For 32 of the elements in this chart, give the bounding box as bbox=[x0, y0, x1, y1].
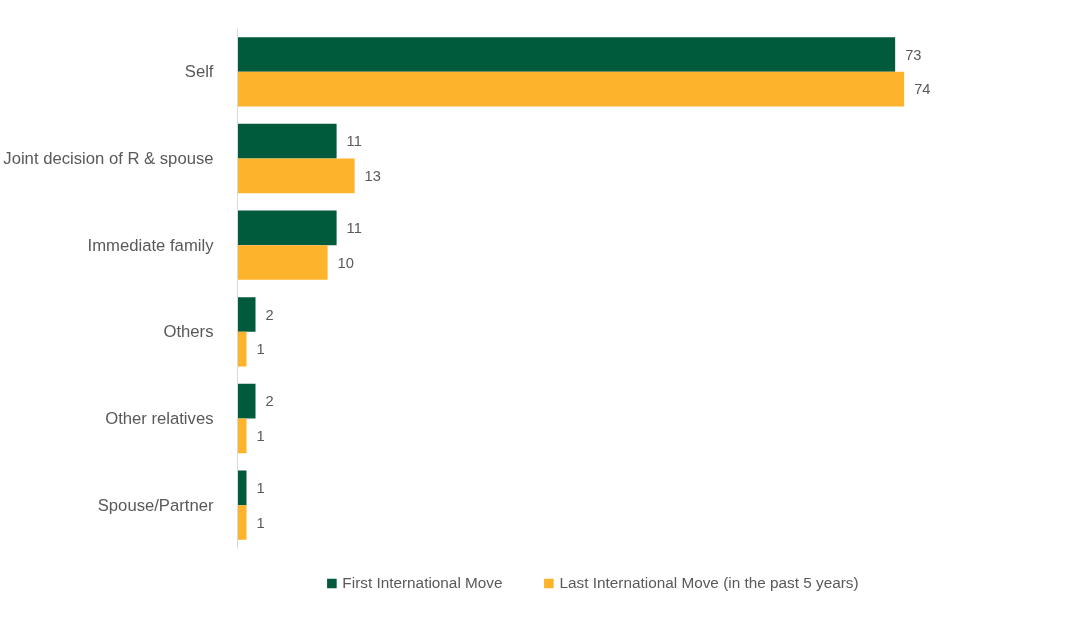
legend-label: Last International Move (in the past 5 years) bbox=[559, 573, 859, 592]
data-label: 10 bbox=[337, 254, 354, 271]
y-tick-label: Others bbox=[163, 322, 214, 342]
data-label: 73 bbox=[905, 46, 922, 63]
bar bbox=[237, 37, 896, 72]
y-tick-label: Self bbox=[184, 62, 214, 82]
bar bbox=[237, 418, 247, 454]
data-label: 2 bbox=[265, 393, 274, 410]
data-label: 13 bbox=[364, 167, 381, 184]
bar bbox=[237, 505, 247, 540]
data-label: 74 bbox=[914, 81, 931, 98]
bar bbox=[237, 383, 256, 419]
data-label: 11 bbox=[346, 133, 362, 150]
data-label: 1 bbox=[256, 341, 265, 358]
data-label: 1 bbox=[256, 479, 265, 496]
legend-label: First International Move bbox=[342, 573, 503, 592]
bar bbox=[237, 245, 328, 280]
y-tick-label: Other relatives bbox=[105, 409, 214, 428]
bar bbox=[237, 297, 256, 332]
data-label: 1 bbox=[256, 514, 265, 531]
data-label: 11 bbox=[346, 219, 362, 236]
bar bbox=[237, 158, 355, 194]
data-label: 1 bbox=[256, 427, 265, 444]
bar bbox=[237, 210, 337, 246]
bar bbox=[237, 71, 905, 107]
bar bbox=[237, 123, 337, 159]
bar bbox=[237, 331, 247, 367]
y-tick-label: Joint decision of R & spouse bbox=[3, 149, 214, 168]
bar bbox=[237, 470, 247, 506]
y-tick-label: Immediate family bbox=[87, 235, 215, 255]
y-tick-label: Spouse/Partner bbox=[97, 495, 214, 515]
data-label: 2 bbox=[265, 306, 274, 323]
